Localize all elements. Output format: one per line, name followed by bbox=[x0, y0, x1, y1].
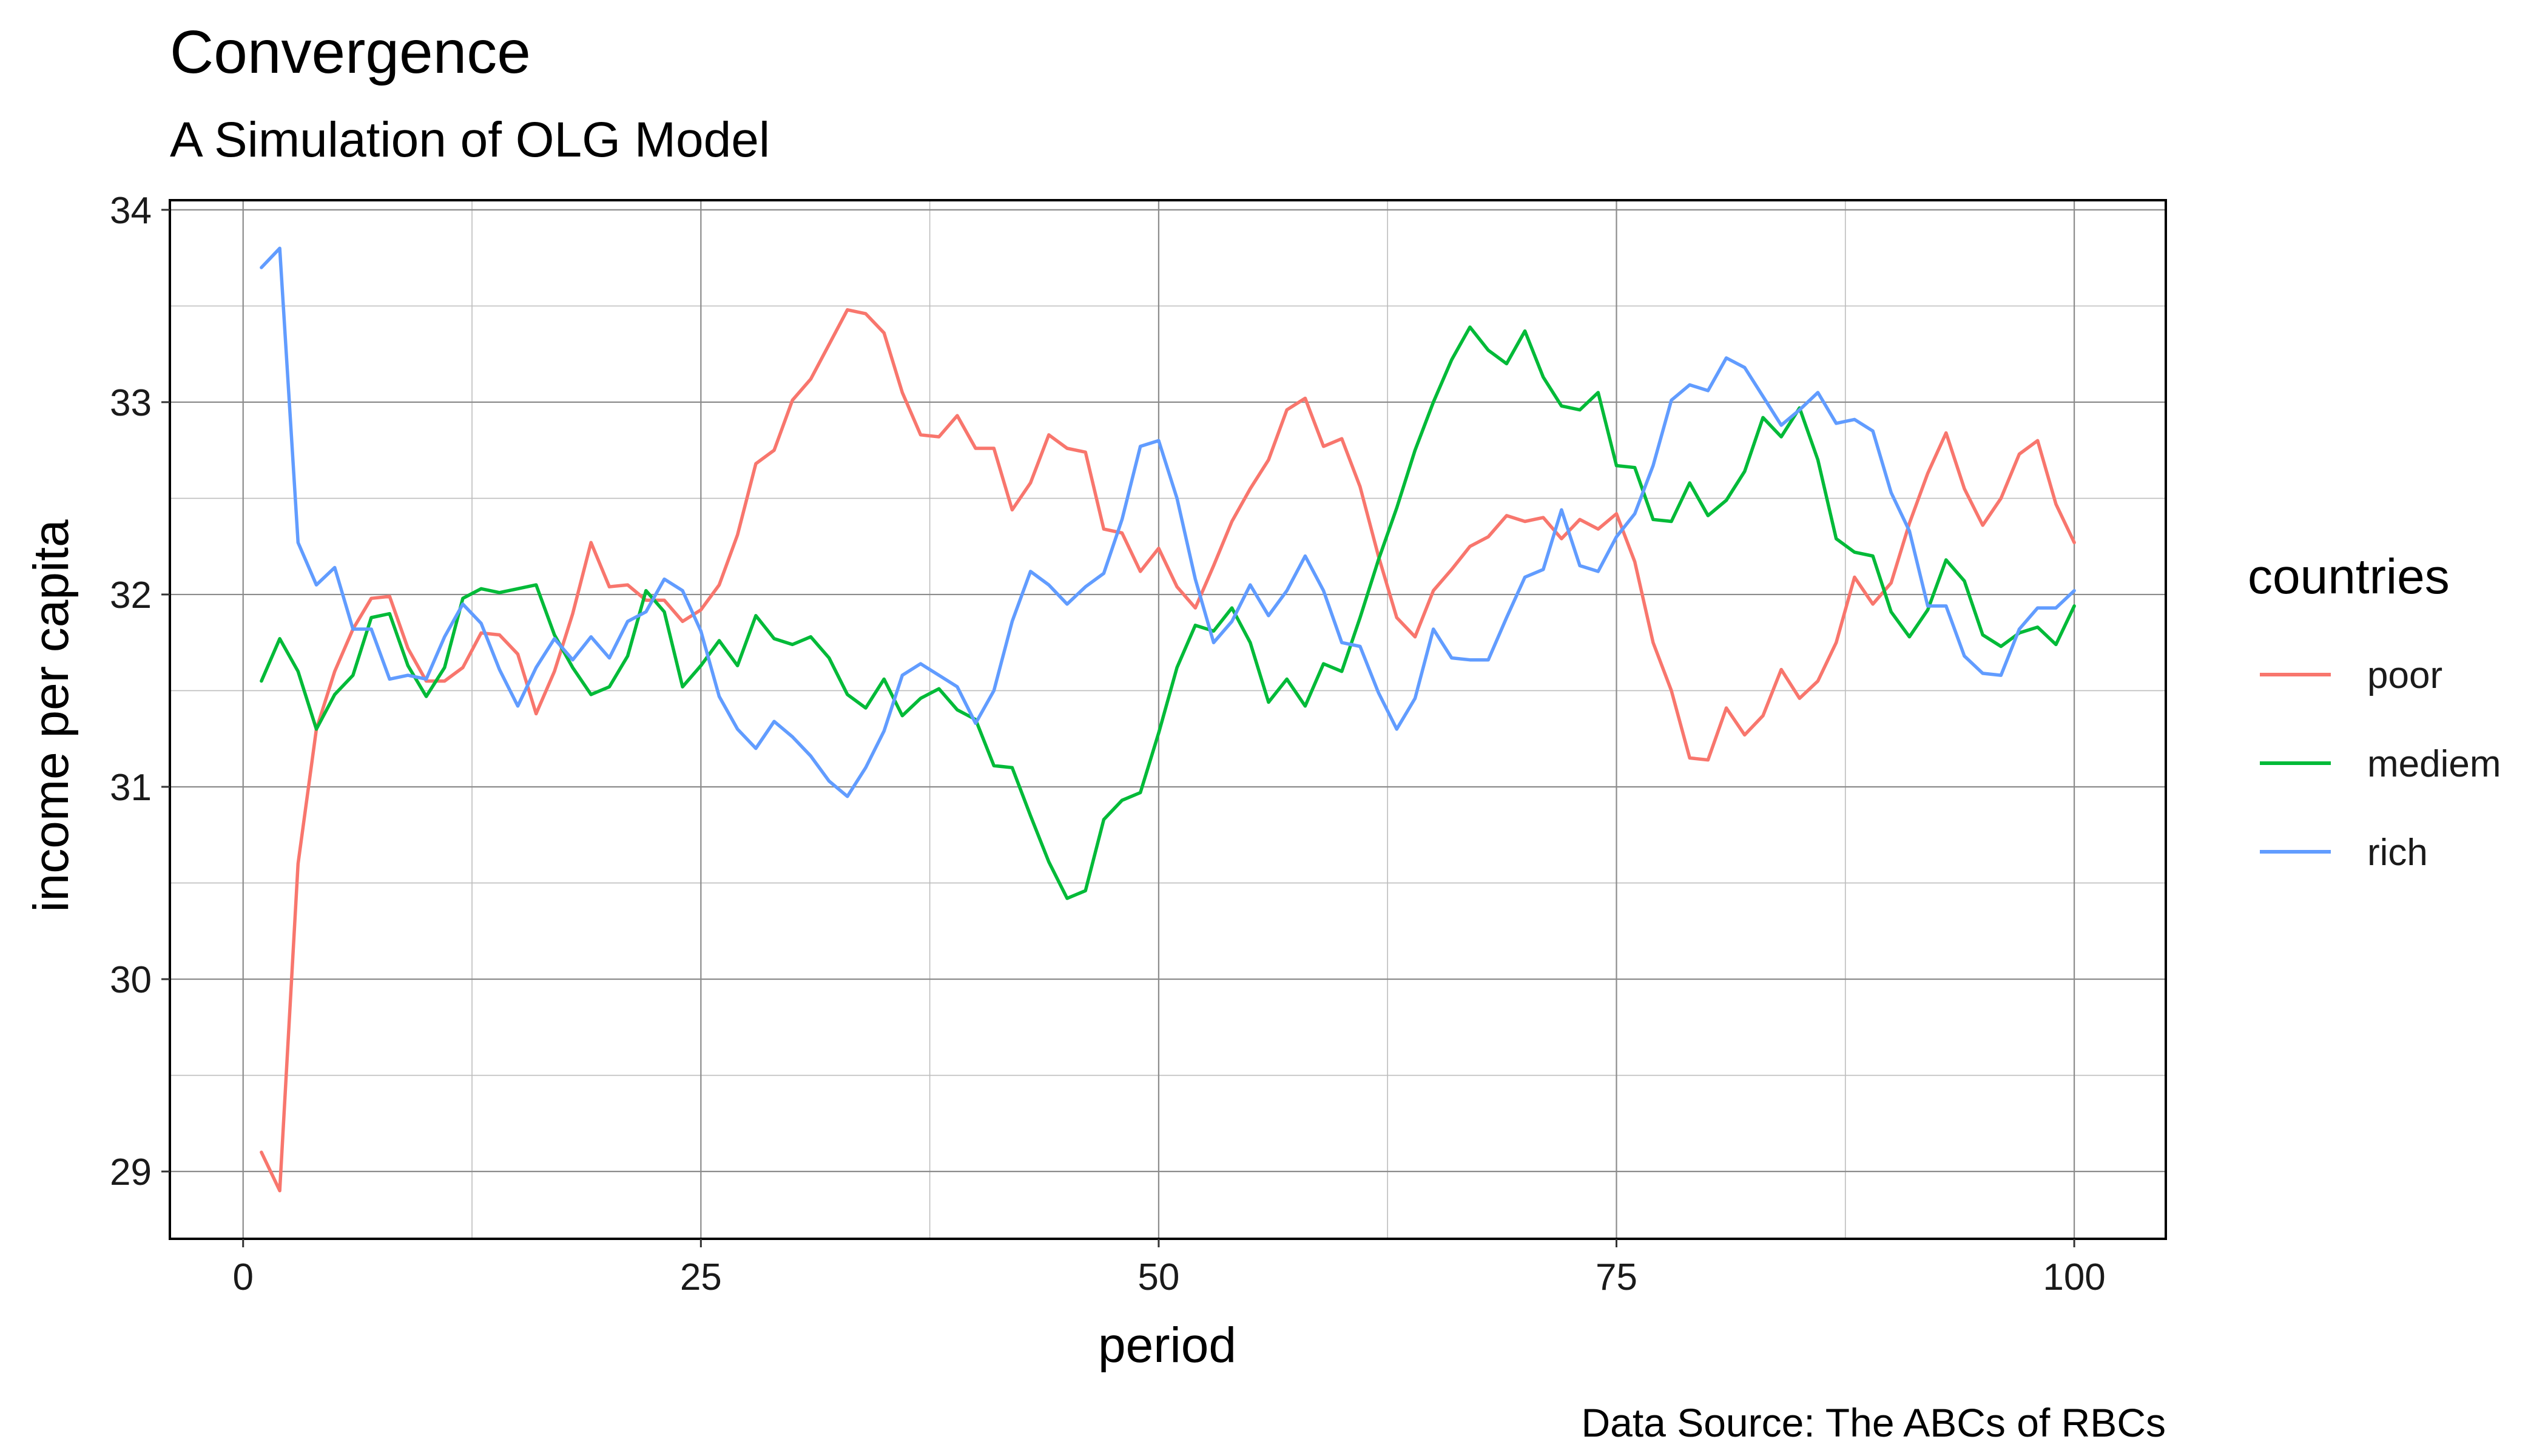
legend-label-poor: poor bbox=[2367, 655, 2442, 696]
x-tick-label: 25 bbox=[680, 1256, 722, 1298]
x-axis-title: period bbox=[1098, 1318, 1236, 1373]
x-tick-label: 75 bbox=[1596, 1256, 1637, 1298]
x-tick-label: 100 bbox=[2043, 1256, 2105, 1298]
y-axis-title: income per capita bbox=[24, 519, 79, 912]
axes: 0 25 50 75 100 29 30 31 32 33 34 bbox=[110, 190, 2106, 1298]
grid bbox=[170, 200, 2166, 1239]
legend-label-rich: rich bbox=[2367, 832, 2428, 874]
y-tick-label: 32 bbox=[110, 575, 152, 616]
chart-title: Convergence bbox=[170, 18, 531, 86]
plot-panel bbox=[169, 199, 2167, 1240]
chart-subtitle: A Simulation of OLG Model bbox=[170, 112, 770, 167]
y-tick-label: 29 bbox=[110, 1151, 152, 1193]
chart-caption: Data Source: The ABCs of RBCs bbox=[1581, 1400, 2166, 1445]
y-tick-label: 30 bbox=[110, 959, 152, 1001]
y-tick-label: 31 bbox=[110, 767, 152, 809]
legend-title: countries bbox=[2248, 549, 2450, 604]
series-line-mediem bbox=[260, 325, 2076, 900]
series-line-poor bbox=[260, 308, 2076, 1193]
series-lines bbox=[260, 246, 2076, 1193]
legend: countries poor mediem rich bbox=[2248, 549, 2501, 874]
y-tick-label: 33 bbox=[110, 382, 152, 424]
series-line-rich bbox=[260, 246, 2076, 798]
x-tick-label: 50 bbox=[1138, 1256, 1179, 1298]
legend-label-mediem: mediem bbox=[2367, 743, 2501, 785]
x-tick-label: 0 bbox=[232, 1256, 253, 1298]
y-tick-label: 34 bbox=[110, 190, 152, 232]
